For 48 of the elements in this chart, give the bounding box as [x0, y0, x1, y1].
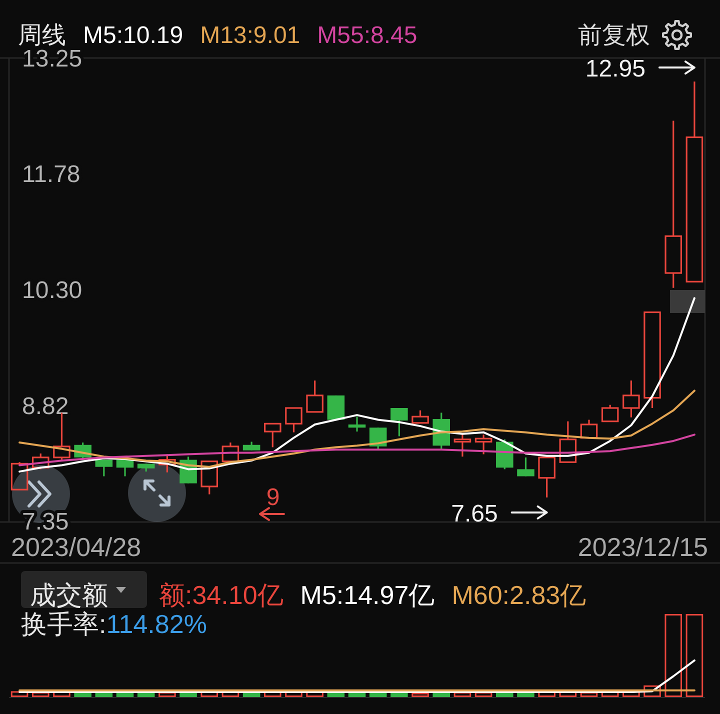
- candlestick: [517, 456, 534, 478]
- candlestick: [454, 434, 472, 458]
- candlestick: [664, 120, 682, 289]
- text: M60:2.83亿: [452, 580, 586, 610]
- candlestick: [686, 80, 704, 282]
- chart-subtitle: 前复权: [578, 22, 650, 49]
- bar: [686, 614, 704, 697]
- candlestick: [95, 458, 113, 478]
- bar: [32, 692, 50, 697]
- bar: [158, 692, 176, 697]
- text: M5:14.97亿: [300, 580, 435, 610]
- y-tick-label: 10.30: [22, 277, 82, 304]
- candlestick: [116, 458, 134, 478]
- candlestick: [390, 407, 408, 438]
- bar: [580, 692, 598, 697]
- text: M5:10.19: [83, 22, 184, 49]
- bar: [137, 692, 155, 697]
- candlestick: [222, 442, 240, 462]
- candlestick: [264, 422, 282, 448]
- candlestick: [559, 420, 577, 463]
- annotation: 9: [266, 484, 280, 511]
- annotation: 114.82%: [106, 609, 207, 639]
- text: 额:34.10亿: [159, 580, 284, 610]
- bar: [95, 692, 113, 697]
- candlestick: [348, 416, 366, 432]
- candlestick: [538, 456, 556, 498]
- bar: [116, 692, 134, 697]
- bar: [517, 692, 534, 697]
- annotation: 7.65: [451, 500, 498, 528]
- text: M13:9.01: [200, 22, 300, 49]
- text: 2023/12/15: [578, 532, 708, 562]
- candlestick: [622, 380, 640, 418]
- bar: [454, 692, 472, 697]
- chart-title: 成交额: [30, 580, 108, 610]
- y-tick-label: 8.82: [22, 393, 69, 420]
- bar: [412, 692, 429, 697]
- annotation: 换手率:: [21, 609, 106, 639]
- bar: [348, 692, 366, 697]
- candlestick: [306, 380, 324, 413]
- candlestick: [158, 454, 176, 474]
- candlestick: [474, 434, 492, 456]
- y-tick-label: 11.78: [22, 160, 80, 188]
- bar: [664, 614, 682, 697]
- bar: [644, 685, 661, 697]
- text: M55:8.45: [317, 22, 418, 49]
- annotation: 12.95: [585, 56, 646, 83]
- bar: [474, 692, 492, 697]
- candlestick: [644, 311, 661, 409]
